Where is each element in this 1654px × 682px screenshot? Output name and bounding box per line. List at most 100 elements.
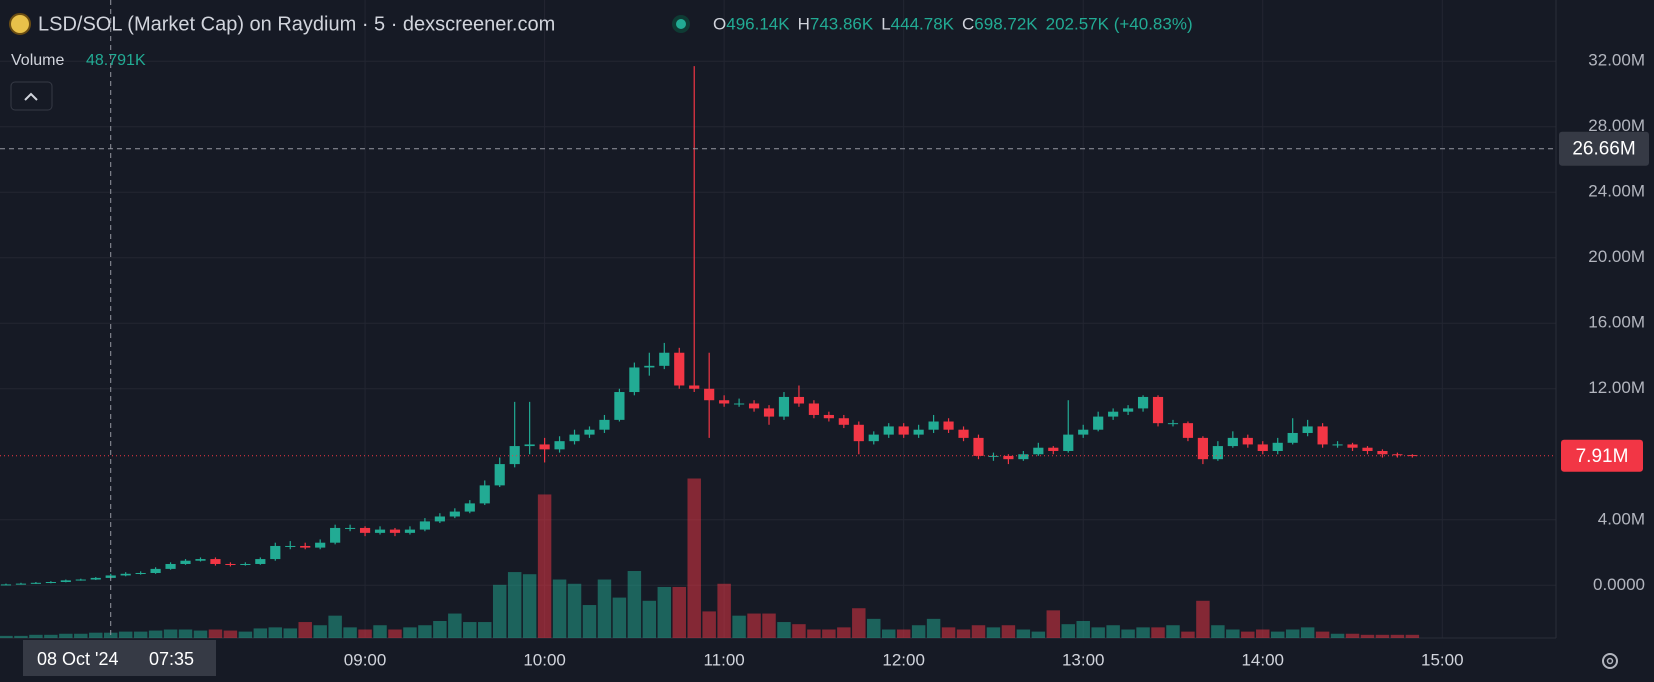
volume-bar: [1330, 633, 1345, 638]
candle-body: [539, 444, 550, 450]
change-value: 202.57K (+40.83%): [1046, 14, 1193, 33]
candle-body: [270, 545, 281, 560]
ohlc-key: H: [798, 14, 810, 33]
volume-bar: [0, 635, 13, 638]
candle-body: [793, 396, 805, 404]
candle-body: [45, 581, 56, 583]
candle-body: [1332, 444, 1343, 446]
settings-icon[interactable]: [1602, 653, 1618, 669]
volume-bar: [1360, 634, 1375, 638]
candle-body: [165, 563, 176, 569]
candle-body: [330, 527, 341, 543]
candle-body: [853, 424, 864, 442]
candle-body: [763, 408, 775, 417]
candle-body: [599, 419, 610, 430]
candle-body: [614, 392, 625, 420]
candle-body: [120, 573, 131, 576]
collapse-button[interactable]: [10, 81, 53, 111]
x-tick-label: 10:00: [523, 650, 566, 669]
volume-bar: [373, 625, 387, 638]
candle-body: [1362, 447, 1373, 451]
candle-body: [374, 529, 386, 533]
volume-bar: [1166, 625, 1180, 638]
volume-bar: [118, 631, 133, 638]
volume-bar: [807, 629, 821, 638]
candle-body: [1137, 396, 1149, 409]
volume-bar: [612, 597, 627, 638]
candle-body: [75, 579, 86, 581]
ohlc-value: 743.86K: [810, 14, 874, 33]
volume-bar: [89, 632, 103, 638]
ohlc-key: C: [962, 14, 974, 33]
ohlc-key: L: [881, 14, 890, 33]
ohlc-value: 496.14K: [726, 14, 790, 33]
candle-body: [1003, 455, 1014, 460]
candle-body: [958, 429, 969, 438]
candle-body: [195, 559, 206, 561]
candle-body: [823, 414, 834, 419]
candle-body: [1108, 411, 1119, 417]
last-price-label: 7.91M: [1576, 446, 1629, 467]
candle-body: [659, 352, 670, 366]
volume-bar: [433, 620, 447, 638]
candle-body: [838, 418, 849, 425]
candle-body: [1018, 454, 1029, 460]
candle-body: [748, 403, 760, 409]
volume-bar: [448, 613, 462, 638]
x-tick-label: 13:00: [1062, 650, 1105, 669]
volume-layer: [0, 478, 1420, 638]
volume-bar: [223, 630, 238, 638]
candle-body: [524, 444, 535, 447]
candle-body: [569, 434, 580, 442]
volume-bar: [837, 627, 851, 638]
volume-bar: [418, 625, 432, 638]
candle-body: [90, 577, 101, 580]
volume-bar: [463, 622, 477, 638]
y-tick-label: 16.00M: [1588, 313, 1645, 332]
volume-bar: [253, 628, 268, 638]
volume-bar: [522, 574, 537, 638]
volume-bar: [59, 633, 73, 638]
volume-bar: [911, 625, 926, 638]
volume-bar: [268, 627, 283, 638]
y-tick-label: 12.00M: [1588, 378, 1645, 397]
volume-bar: [313, 625, 327, 638]
candle-body: [1033, 447, 1044, 455]
candle-body: [898, 426, 909, 435]
volume-bar: [1031, 631, 1046, 638]
chart-title: LSD/SOL (Market Cap) on Raydium · 5 · de…: [38, 13, 555, 35]
crosshair-date: 08 Oct '24: [37, 649, 118, 669]
volume-bar: [193, 630, 208, 638]
crosshair-price-badge: [1559, 131, 1649, 166]
header: LSD/SOL (Market Cap) on Raydium · 5 · de…: [9, 13, 1193, 111]
last-price-badge: [1561, 439, 1643, 472]
collapse-icon: [24, 92, 38, 101]
y-tick-label: 28.00M: [1588, 116, 1645, 135]
candle-body: [434, 516, 445, 522]
candle-body: [359, 527, 371, 533]
volume-bar: [597, 579, 612, 638]
volume-bar: [103, 632, 118, 638]
volume-bar: [1091, 627, 1105, 638]
ohlc-value: 698.72K: [974, 14, 1038, 33]
volume-bar: [867, 618, 881, 638]
y-tick-label: 24.00M: [1588, 182, 1645, 201]
x-tick-label: 11:00: [703, 650, 744, 669]
volume-bar: [478, 622, 492, 638]
candle-body: [584, 429, 595, 435]
volume-bar: [956, 629, 971, 638]
candle-body: [1317, 426, 1328, 445]
volume-bar: [657, 586, 672, 638]
volume-bar: [627, 571, 642, 638]
volume-bar: [881, 629, 896, 638]
candle-body: [689, 385, 700, 389]
volume-bar: [582, 605, 597, 638]
grid-layer: [0, 0, 1557, 639]
volume-bar: [1345, 633, 1360, 638]
candle-body: [674, 352, 685, 386]
volume-bar: [1136, 627, 1150, 638]
x-tick-label: 15:00: [1421, 650, 1464, 669]
